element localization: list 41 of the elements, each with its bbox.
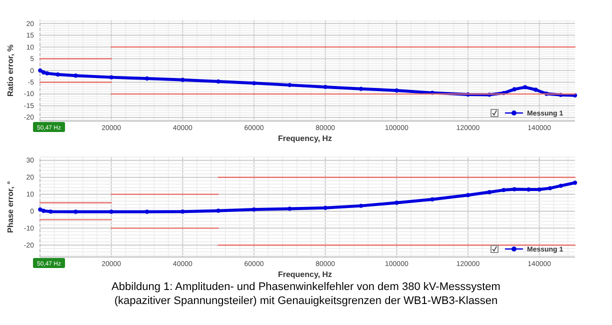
point (502, 188, 506, 192)
point (74, 74, 78, 78)
point (537, 187, 542, 192)
point (572, 180, 578, 185)
point (430, 197, 434, 202)
y-axis-title: Phase error, ° (6, 181, 15, 233)
point (38, 207, 42, 212)
point (144, 210, 150, 214)
point (109, 210, 114, 214)
point (288, 82, 292, 88)
point (558, 184, 563, 188)
point (41, 70, 46, 74)
point (56, 72, 60, 77)
point (323, 84, 328, 90)
y-axis-title: Ratio error, % (6, 44, 15, 97)
x-axis-title: Frequency, Hz (278, 134, 332, 143)
point (74, 210, 78, 214)
point (358, 86, 364, 91)
point (466, 193, 470, 198)
point (323, 206, 328, 210)
point (180, 78, 185, 82)
point (45, 71, 50, 76)
point (109, 75, 114, 80)
point (548, 186, 552, 190)
x-axis-title: Frequency, Hz (278, 270, 332, 279)
point (512, 87, 516, 92)
point (487, 190, 492, 194)
point (512, 187, 516, 192)
point (534, 88, 538, 92)
point (41, 208, 46, 214)
point (180, 209, 185, 214)
point (288, 206, 292, 211)
point (216, 79, 220, 84)
point (522, 85, 528, 90)
point (358, 204, 364, 208)
point (394, 88, 399, 93)
point (394, 200, 399, 205)
point (48, 209, 53, 214)
point (144, 76, 150, 81)
point (216, 208, 220, 213)
text: Abbildung 1: Amplituden- und Phasenwinkelfehler von dem 380 kV-Messsystem (kapazitiver Spannungsteiler) mit Genauigkeitsgrenzen der WB1-WB3-Klassen (112, 281, 500, 307)
